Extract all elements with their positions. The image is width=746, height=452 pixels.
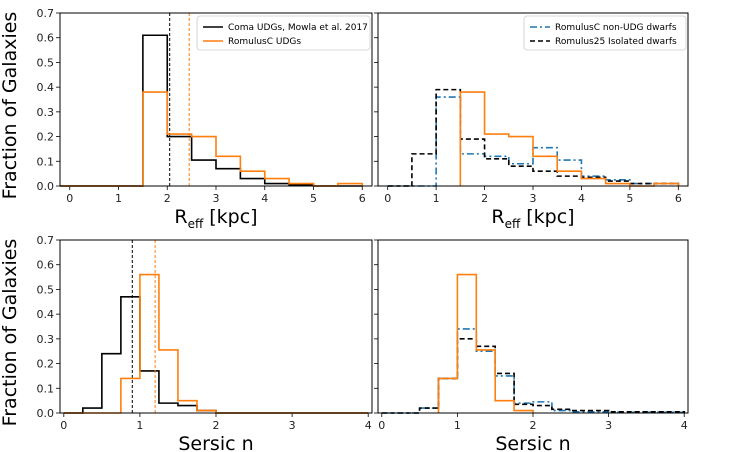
x-tick-label: 4: [578, 192, 585, 205]
x-tick-label: 1: [454, 419, 461, 432]
x-axis-label: Sersic n: [178, 433, 253, 452]
y-tick-label: 0.5: [37, 56, 55, 69]
y-axis-label: Fraction of Galaxies: [0, 239, 21, 427]
axes-frame: [59, 239, 373, 414]
x-tick-label: 2: [164, 192, 171, 205]
y-tick-label: 0.3: [37, 106, 55, 119]
x-tick-label: 6: [359, 192, 366, 205]
axes-frame: [377, 239, 689, 414]
y-tick-label: 0.6: [37, 32, 55, 45]
x-tick-label: 5: [626, 192, 633, 205]
histogram-series-0: [60, 34, 363, 187]
x-tick-label: 1: [136, 419, 143, 432]
histogram-series-2: [437, 273, 534, 413]
x-tick-label: 0: [60, 419, 67, 432]
y-tick-label: 0.5: [37, 283, 55, 296]
x-tick-label: 1: [433, 192, 440, 205]
x-tick-label: 2: [481, 192, 488, 205]
panel-top-right: 0 1 2 3 4 5 6 Reff [kpc]: [374, 12, 689, 231]
y-tick-label: 0.7: [37, 234, 55, 247]
x-tick-label: 3: [213, 192, 220, 205]
x-tick-label: 0: [66, 192, 73, 205]
histogram-series-0: [381, 328, 686, 414]
x-tick-label: 3: [530, 192, 537, 205]
y-axis-label: Fraction of Galaxies: [0, 12, 21, 200]
legend-box: [196, 15, 371, 51]
y-tick-label: 0.2: [37, 358, 55, 371]
x-tick-label: 2: [530, 419, 537, 432]
legend-label: RomulusC UDGs: [228, 37, 301, 47]
legend-label: Romulus25 Isolated dwarfs: [555, 37, 677, 47]
x-tick-label: 3: [605, 419, 612, 432]
x-axis-label-subscript: eff: [505, 217, 521, 231]
y-tick-label: 0.4: [37, 81, 55, 94]
legend-label: Coma UDGs, Mowla et al. 2017: [228, 23, 368, 33]
histogram-series-1: [387, 88, 680, 187]
y-tick-label: 0.0: [37, 180, 55, 193]
x-tick-label: 2: [213, 419, 220, 432]
x-tick-label: 0: [378, 419, 385, 432]
y-tick-label: 0.1: [37, 155, 55, 168]
panel-bottom-right: 0 1 2 3 4 Sersic n: [374, 239, 689, 452]
axes-frame: [59, 12, 373, 187]
x-axis-label-main: R: [491, 206, 504, 228]
x-axis-label-main: R: [174, 206, 187, 228]
x-axis-label: Reff [kpc]: [174, 206, 257, 231]
y-tick-label: 0.4: [37, 308, 55, 321]
legend-box: [523, 15, 687, 51]
y-tick-label: 0.6: [37, 259, 55, 272]
histogram-series-0: [63, 296, 369, 414]
x-tick-label: 3: [289, 419, 296, 432]
x-axis-label-unit: [kpc]: [209, 206, 257, 228]
panel-top-left: 0 1 2 3 4 5 6 0.0 0.1 0.2 0.3 0.4 0.5 0.6 0.7 Reff [kpc]…: [0, 7, 373, 231]
y-tick-label: 0.0: [37, 407, 55, 420]
histogram-series-1: [63, 273, 369, 414]
y-tick-label: 0.7: [37, 7, 55, 20]
x-tick-label: 5: [310, 192, 317, 205]
histogram-series-2: [459, 91, 680, 187]
x-axis-label: Reff [kpc]: [491, 206, 574, 231]
y-tick-label: 0.3: [37, 333, 55, 346]
x-tick-label: 1: [115, 192, 122, 205]
x-tick-label: 4: [261, 192, 268, 205]
y-tick-label: 0.2: [37, 131, 55, 144]
x-tick-label: 6: [675, 192, 682, 205]
x-axis-label-subscript: eff: [188, 217, 204, 231]
legend-label: RomulusC non-UDG dwarfs: [555, 23, 677, 33]
x-axis-label-unit: [kpc]: [526, 206, 574, 228]
panel-bottom-left: 0 1 2 3 4 0.0 0.1 0.2 0.3 0.4 0.5 0.6 0.7 Sersic n Fra…: [0, 234, 373, 452]
y-tick-label: 0.1: [37, 382, 55, 395]
axes-frame: [377, 12, 689, 187]
x-tick-label: 0: [384, 192, 391, 205]
histogram-series-1: [60, 91, 364, 187]
x-axis-label: Sersic n: [495, 433, 570, 452]
legend-top-right: RomulusC non-UDG dwarfs Romulus25 Isolate…: [523, 15, 687, 51]
x-tick-label: 4: [365, 419, 372, 432]
x-tick-label: 4: [681, 419, 688, 432]
legend-top-left: Coma UDGs, Mowla et al. 2017 RomulusC UDG…: [196, 15, 371, 51]
